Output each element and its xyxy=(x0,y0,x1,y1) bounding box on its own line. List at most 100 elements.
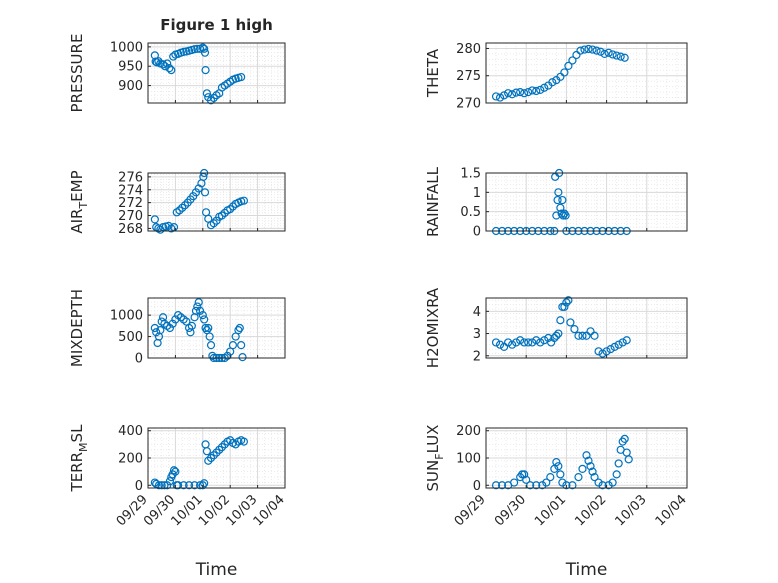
data-point xyxy=(572,50,581,60)
data-point xyxy=(223,351,232,360)
data-point xyxy=(594,347,603,356)
data-point xyxy=(165,64,174,73)
data-point xyxy=(204,323,213,333)
data-point xyxy=(215,445,224,454)
data-point xyxy=(160,481,169,490)
y-tick-label: 0.5 xyxy=(460,205,481,220)
y-tick-label: 0 xyxy=(473,479,481,494)
data-point xyxy=(590,331,599,340)
data-series xyxy=(491,44,629,102)
data-point xyxy=(226,436,235,445)
data-point xyxy=(532,481,541,490)
data-point xyxy=(190,481,199,490)
data-point xyxy=(592,46,601,55)
data-point xyxy=(554,329,563,338)
data-point xyxy=(228,341,238,350)
data-point xyxy=(163,59,172,68)
data-point xyxy=(608,50,617,59)
data-point xyxy=(195,481,205,490)
data-point xyxy=(536,85,545,95)
data-point xyxy=(167,65,176,75)
y-tick-label: 950 xyxy=(118,60,143,75)
axes-frame xyxy=(485,42,688,104)
data-point xyxy=(586,327,595,336)
data-point xyxy=(588,45,597,54)
y-tick-label: 1 xyxy=(473,186,481,201)
data-point xyxy=(239,196,248,205)
data-point xyxy=(574,472,583,482)
y-tick-label: 200 xyxy=(118,452,143,467)
y-tick-label: 268 xyxy=(118,222,143,237)
data-point xyxy=(532,86,541,96)
x-tick-label: 10/04 xyxy=(653,492,690,529)
y-tick-label: 400 xyxy=(118,424,143,439)
data-point xyxy=(596,47,605,56)
data-point xyxy=(169,466,179,475)
data-point xyxy=(520,89,529,98)
data-series xyxy=(491,434,633,490)
data-point xyxy=(499,342,509,351)
data-point xyxy=(590,472,599,482)
data-point xyxy=(190,45,199,54)
data-point xyxy=(553,195,562,205)
data-point xyxy=(556,470,565,479)
data-point xyxy=(624,455,633,464)
data-point xyxy=(614,340,623,349)
data-point xyxy=(495,93,505,102)
data-point xyxy=(528,338,537,347)
data-point xyxy=(556,316,565,325)
y-tick-label: 4 xyxy=(473,305,481,320)
y-axis-label: MIXDEPTH xyxy=(68,289,86,367)
data-point xyxy=(156,326,165,335)
data-point xyxy=(195,306,205,315)
data-point xyxy=(602,347,611,356)
minor-grid xyxy=(148,297,285,359)
data-point xyxy=(516,87,525,97)
data-point xyxy=(620,53,629,62)
data-point xyxy=(608,478,617,487)
minor-grid xyxy=(486,298,687,359)
data-point xyxy=(499,91,509,100)
data-point xyxy=(194,298,203,307)
data-point xyxy=(180,201,190,210)
data-point xyxy=(528,86,537,95)
data-point xyxy=(175,206,184,215)
data-point xyxy=(548,78,557,87)
y-tick-label: 280 xyxy=(456,42,481,57)
axes-frame xyxy=(147,297,286,359)
data-point xyxy=(582,331,591,340)
axes-frame xyxy=(147,42,286,104)
x-tick-label: 10/01 xyxy=(532,492,569,529)
x-tick-label: 09/30 xyxy=(492,492,529,529)
y-tick-label: 0 xyxy=(473,225,481,240)
data-point xyxy=(620,434,629,444)
data-point xyxy=(552,457,561,467)
data-point xyxy=(154,224,163,233)
data-point xyxy=(540,83,549,92)
subplot-1: 1000 950 900 PRESSURE Figure 1 high xyxy=(68,16,286,112)
data-point xyxy=(163,481,172,490)
data-series xyxy=(491,296,631,358)
data-point xyxy=(168,470,177,479)
data-point xyxy=(582,451,591,460)
data-point xyxy=(510,478,519,487)
data-point xyxy=(618,338,627,347)
data-point xyxy=(556,203,565,212)
data-point xyxy=(550,333,559,343)
y-tick-label: 274 xyxy=(118,183,143,198)
data-point xyxy=(578,464,587,474)
y-tick-label: 100 xyxy=(456,452,481,467)
data-point xyxy=(524,87,533,97)
figure-title: Figure 1 high xyxy=(160,16,273,34)
data-point xyxy=(622,336,631,345)
data-point xyxy=(179,481,188,490)
data-point xyxy=(201,323,210,333)
axes-frame xyxy=(147,172,286,232)
subplot-5: 1000 500 0 MIXDEPTH xyxy=(68,289,286,367)
data-point xyxy=(205,332,214,341)
data-point xyxy=(562,298,571,307)
data-point xyxy=(200,188,210,197)
data-point xyxy=(150,215,159,224)
data-point xyxy=(560,68,569,77)
